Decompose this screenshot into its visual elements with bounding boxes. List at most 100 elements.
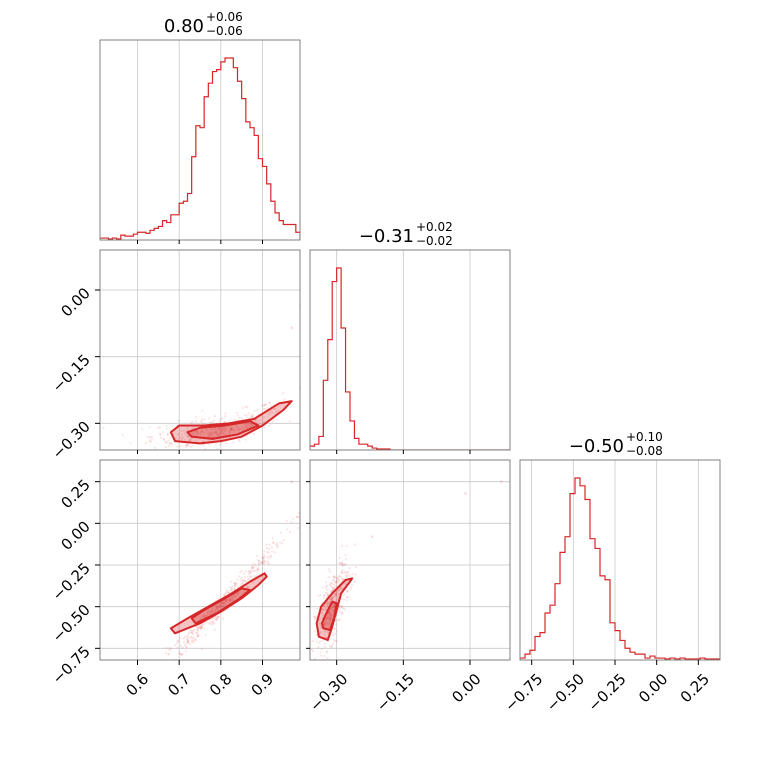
sample-point: [223, 427, 226, 430]
sample-point: [350, 583, 354, 587]
sample-point: [289, 530, 292, 533]
sample-point: [321, 608, 324, 611]
x-tick-label: −0.15: [373, 670, 418, 715]
sample-point: [182, 640, 186, 644]
sample-point: [199, 432, 202, 436]
sample-point: [331, 596, 334, 599]
sample-point: [197, 625, 201, 628]
scatter-0-2: [164, 480, 300, 663]
sample-point: [211, 427, 215, 431]
sample-point: [184, 438, 187, 441]
sample-point: [223, 420, 227, 423]
sample-point: [198, 627, 202, 630]
sample-point: [329, 609, 332, 612]
sample-point: [246, 426, 250, 429]
sample-point: [272, 541, 275, 545]
sample-point: [159, 432, 162, 435]
sample-point: [331, 586, 335, 589]
sample-point: [192, 629, 195, 632]
sample-point: [179, 644, 182, 648]
sample-point: [167, 653, 170, 656]
sample-point: [185, 429, 188, 432]
sample-point: [332, 575, 335, 578]
sample-point: [214, 431, 217, 435]
sample-point: [260, 561, 263, 565]
sample-point: [331, 595, 334, 599]
sample-point: [315, 633, 318, 636]
sample-point: [344, 582, 347, 585]
sample-point: [290, 480, 293, 483]
sample-point: [222, 594, 225, 597]
sample-point: [207, 609, 210, 612]
sample-point: [335, 580, 338, 583]
sample-point: [245, 586, 249, 589]
sample-point: [348, 573, 351, 577]
sample-point: [328, 601, 331, 604]
sample-point: [338, 574, 342, 577]
sample-point: [337, 581, 340, 584]
sample-point: [210, 621, 213, 624]
sample-point: [325, 636, 328, 639]
sample-point: [276, 542, 279, 545]
histogram-param-1: [310, 267, 510, 450]
sample-point: [307, 680, 309, 682]
sample-point: [233, 588, 236, 591]
sample-point: [343, 593, 346, 596]
sample-point: [190, 641, 194, 644]
sample-point: [342, 563, 345, 566]
sample-point: [231, 596, 234, 599]
sample-point: [183, 432, 186, 435]
sample-point: [209, 433, 213, 436]
sample-point: [240, 417, 244, 420]
sample-point: [256, 570, 259, 573]
param-title-1: −0.31 +0.02−0.02: [359, 220, 453, 248]
sample-point: [338, 562, 341, 565]
sample-point: [335, 577, 338, 580]
sample-point: [299, 664, 301, 666]
sample-point: [346, 589, 349, 593]
sample-point: [267, 563, 271, 566]
sample-point: [149, 440, 152, 444]
sample-point: [224, 599, 228, 602]
sample-point: [340, 577, 344, 580]
sample-point: [253, 575, 256, 578]
sample-point: [313, 617, 316, 620]
sample-point: [182, 637, 186, 640]
sample-point: [262, 559, 265, 562]
sample-point: [235, 582, 238, 585]
sample-point: [228, 431, 231, 434]
sample-point: [216, 447, 219, 450]
sample-point: [218, 427, 221, 430]
sample-point: [246, 414, 249, 417]
panel-frame: [309, 459, 511, 661]
sample-point: [329, 618, 332, 621]
sample-point: [258, 561, 261, 564]
contour-inner: [321, 600, 338, 631]
sample-point: [187, 634, 190, 637]
sample-point: [266, 550, 269, 554]
sample-point: [276, 409, 280, 412]
sample-point: [326, 591, 329, 595]
sample-point: [276, 544, 279, 547]
sample-point: [239, 579, 242, 582]
sample-point: [260, 560, 263, 564]
sample-point: [221, 617, 225, 620]
sample-point: [164, 651, 168, 655]
sample-point: [333, 627, 336, 630]
sample-point: [271, 550, 274, 553]
sample-point: [190, 427, 194, 430]
sample-point: [224, 414, 227, 418]
sample-point: [262, 421, 266, 424]
sample-point: [335, 594, 338, 597]
x-tick-label: −0.75: [501, 670, 546, 715]
sample-point: [332, 604, 335, 607]
sample-point: [168, 661, 170, 663]
sample-point: [187, 444, 190, 447]
sample-point: [324, 608, 327, 611]
sample-point: [229, 431, 232, 434]
sample-point: [195, 635, 199, 638]
sample-point: [330, 646, 333, 649]
sample-point: [263, 426, 266, 429]
sample-point: [240, 577, 243, 580]
sample-point: [333, 583, 336, 586]
